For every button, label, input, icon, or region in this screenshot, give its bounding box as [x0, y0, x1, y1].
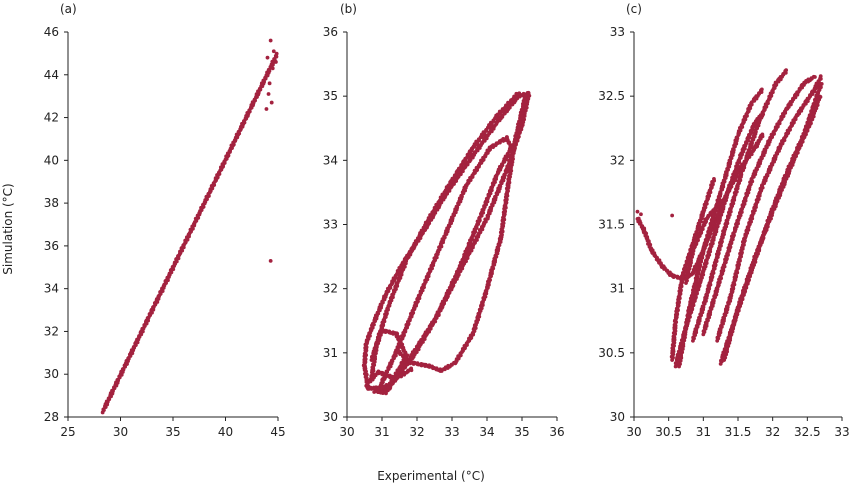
x-tick-label: 31.5	[725, 425, 752, 439]
x-tick-label: 32	[409, 425, 424, 439]
y-tick-label: 31	[610, 282, 625, 296]
x-tick-label: 33	[834, 425, 849, 439]
x-tick-label: 30	[339, 425, 354, 439]
x-tick-label: 32.5	[794, 425, 821, 439]
x-tick-label: 45	[270, 425, 285, 439]
y-tick-label: 34	[44, 282, 59, 296]
y-tick-label: 30.5	[598, 346, 625, 360]
x-tick-label: 32	[765, 425, 780, 439]
x-tick-label: 40	[218, 425, 233, 439]
x-tick-label: 30	[626, 425, 641, 439]
y-tick-label: 33	[610, 25, 625, 39]
data-point	[268, 38, 273, 43]
x-tick-label: 33	[444, 425, 459, 439]
y-tick-label: 30	[323, 410, 338, 424]
data-point	[813, 75, 817, 79]
data-point	[712, 177, 716, 181]
y-tick-label: 42	[44, 111, 59, 125]
y-tick-label: 35	[323, 89, 338, 103]
x-tick-label: 35	[165, 425, 180, 439]
data-point	[818, 95, 823, 99]
data-point	[639, 212, 643, 217]
data-series-trail	[100, 51, 279, 415]
panel-label: (c)	[626, 2, 642, 16]
x-tick-label: 25	[60, 425, 75, 439]
data-point	[274, 51, 279, 56]
y-tick-label: 32	[610, 153, 625, 167]
data-series-trail	[394, 93, 528, 373]
data-point	[670, 213, 675, 218]
x-tick-label: 30.5	[655, 425, 682, 439]
data-point	[274, 60, 278, 64]
y-tick-label: 38	[44, 196, 59, 210]
panel-b: (b) 30 31 32 33 34 35 36 30 31 32 33 34 35 36	[323, 2, 565, 439]
y-tick-label: 30	[44, 367, 59, 381]
x-tick-label: 30	[113, 425, 128, 439]
y-tick-label: 40	[44, 153, 59, 167]
data-point	[784, 68, 789, 73]
data-point	[760, 132, 765, 137]
data-point	[819, 82, 824, 86]
y-tick-label: 31.5	[598, 218, 625, 232]
y-tick-label: 32.5	[598, 89, 625, 103]
data-point	[269, 100, 274, 105]
data-point	[270, 66, 275, 71]
data-point	[523, 93, 528, 98]
data-point	[517, 91, 522, 96]
panel-a: (a) 25 30 35 40 45 28 30 32 34 36 38 40 42 44 46	[44, 2, 286, 439]
x-tick-label: 34	[479, 425, 494, 439]
x-tick-label: 31	[374, 425, 389, 439]
data-point	[267, 81, 272, 86]
x-tick-label: 36	[549, 425, 564, 439]
y-tick-label: 46	[44, 25, 59, 39]
data-point	[264, 107, 269, 111]
y-tick-label: 36	[323, 25, 338, 39]
x-tick-label: 35	[514, 425, 529, 439]
data-point	[409, 366, 414, 371]
y-tick-label: 32	[323, 282, 338, 296]
y-tick-label: 31	[323, 346, 338, 360]
data-point	[268, 258, 273, 263]
data-point	[271, 49, 276, 54]
x-axis-title: Experimental (°C)	[377, 469, 485, 483]
y-tick-label: 34	[323, 153, 338, 167]
data-point	[266, 92, 271, 96]
y-tick-label: 36	[44, 239, 59, 253]
data-point	[265, 55, 270, 60]
y-tick-label: 33	[323, 218, 338, 232]
y-tick-label: 28	[44, 410, 59, 424]
data-point	[759, 87, 764, 92]
y-tick-label: 44	[44, 68, 59, 82]
y-tick-label: 30	[610, 410, 625, 424]
data-point	[722, 197, 726, 202]
panel-label: (b)	[340, 2, 357, 16]
data-point	[635, 209, 640, 214]
panel-label: (a)	[60, 2, 77, 16]
data-point	[372, 390, 377, 394]
panel-c: (c) 30 30.5 31 31.5 32 32.5 33 30 30.5 31 31.5 32 32.…	[598, 2, 849, 439]
data-point	[818, 74, 823, 79]
x-tick-label: 31	[696, 425, 711, 439]
y-axis-title: Simulation (°C)	[1, 183, 15, 274]
y-tick-label: 32	[44, 324, 59, 338]
